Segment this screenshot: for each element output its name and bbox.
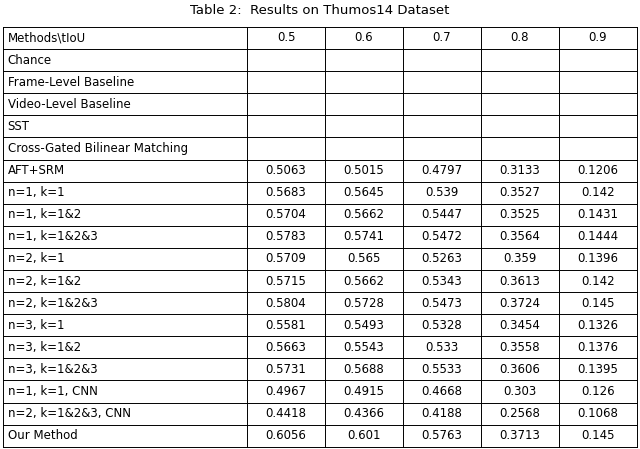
Text: 0.1431: 0.1431	[577, 208, 618, 221]
Text: 0.3564: 0.3564	[499, 230, 540, 243]
Text: 0.359: 0.359	[503, 252, 536, 265]
Text: 0.1376: 0.1376	[577, 341, 618, 354]
Text: 0.5783: 0.5783	[266, 230, 307, 243]
Text: Video-Level Baseline: Video-Level Baseline	[8, 98, 131, 111]
Text: 0.5015: 0.5015	[344, 164, 385, 177]
Text: 0.5472: 0.5472	[422, 230, 463, 243]
Text: n=1, k=1, CNN: n=1, k=1, CNN	[8, 385, 97, 398]
Text: 0.4418: 0.4418	[266, 407, 307, 420]
Text: 0.145: 0.145	[581, 297, 614, 310]
Text: 0.5533: 0.5533	[422, 363, 462, 376]
Text: 0.601: 0.601	[348, 429, 381, 442]
Text: 0.5688: 0.5688	[344, 363, 385, 376]
Text: n=1, k=1&2&3: n=1, k=1&2&3	[8, 230, 97, 243]
Text: 0.9: 0.9	[589, 31, 607, 44]
Text: n=2, k=1&2&3: n=2, k=1&2&3	[8, 297, 97, 310]
Text: 0.142: 0.142	[581, 274, 614, 287]
Text: Chance: Chance	[8, 53, 52, 66]
Text: Frame-Level Baseline: Frame-Level Baseline	[8, 76, 134, 89]
Text: 0.4366: 0.4366	[344, 407, 385, 420]
Text: 0.4188: 0.4188	[422, 407, 463, 420]
Text: 0.1206: 0.1206	[577, 164, 618, 177]
Text: 0.3454: 0.3454	[499, 319, 540, 332]
Text: 0.5662: 0.5662	[344, 274, 385, 287]
Text: 0.533: 0.533	[426, 341, 459, 354]
Text: 0.7: 0.7	[433, 31, 451, 44]
Text: 0.1068: 0.1068	[577, 407, 618, 420]
Text: 0.4668: 0.4668	[422, 385, 463, 398]
Text: 0.4915: 0.4915	[344, 385, 385, 398]
Text: 0.3724: 0.3724	[499, 297, 540, 310]
Text: 0.3606: 0.3606	[499, 363, 540, 376]
Text: 0.5763: 0.5763	[422, 429, 463, 442]
Text: 0.5063: 0.5063	[266, 164, 307, 177]
Text: 0.126: 0.126	[581, 385, 614, 398]
Text: n=3, k=1&2&3: n=3, k=1&2&3	[8, 363, 97, 376]
Text: n=3, k=1&2: n=3, k=1&2	[8, 341, 81, 354]
Text: 0.1444: 0.1444	[577, 230, 618, 243]
Text: 0.5741: 0.5741	[344, 230, 385, 243]
Text: n=2, k=1&2: n=2, k=1&2	[8, 274, 81, 287]
Text: 0.3525: 0.3525	[500, 208, 540, 221]
Text: 0.1395: 0.1395	[577, 363, 618, 376]
Text: 0.303: 0.303	[503, 385, 536, 398]
Text: 0.5447: 0.5447	[422, 208, 463, 221]
Text: Cross-Gated Bilinear Matching: Cross-Gated Bilinear Matching	[8, 142, 188, 155]
Text: 0.1396: 0.1396	[577, 252, 618, 265]
Text: 0.5645: 0.5645	[344, 186, 385, 199]
Text: 0.1326: 0.1326	[577, 319, 618, 332]
Text: SST: SST	[8, 120, 29, 133]
Text: 0.3713: 0.3713	[499, 429, 540, 442]
Text: 0.6056: 0.6056	[266, 429, 307, 442]
Text: n=2, k=1&2&3, CNN: n=2, k=1&2&3, CNN	[8, 407, 131, 420]
Text: 0.5683: 0.5683	[266, 186, 307, 199]
Text: 0.5343: 0.5343	[422, 274, 462, 287]
Text: 0.5728: 0.5728	[344, 297, 385, 310]
Text: 0.5328: 0.5328	[422, 319, 462, 332]
Text: 0.3133: 0.3133	[500, 164, 540, 177]
Text: 0.5473: 0.5473	[422, 297, 463, 310]
Text: 0.565: 0.565	[348, 252, 381, 265]
Text: 0.142: 0.142	[581, 186, 614, 199]
Text: n=2, k=1: n=2, k=1	[8, 252, 64, 265]
Text: 0.2568: 0.2568	[499, 407, 540, 420]
Text: 0.5663: 0.5663	[266, 341, 307, 354]
Text: 0.5581: 0.5581	[266, 319, 307, 332]
Text: 0.6: 0.6	[355, 31, 373, 44]
Text: 0.4797: 0.4797	[421, 164, 463, 177]
Text: 0.4967: 0.4967	[266, 385, 307, 398]
Text: 0.5731: 0.5731	[266, 363, 307, 376]
Text: Our Method: Our Method	[8, 429, 77, 442]
Text: 0.5662: 0.5662	[344, 208, 385, 221]
Text: 0.5709: 0.5709	[266, 252, 307, 265]
Text: 0.5704: 0.5704	[266, 208, 307, 221]
Text: 0.5715: 0.5715	[266, 274, 307, 287]
Text: 0.539: 0.539	[426, 186, 459, 199]
Text: n=1, k=1&2: n=1, k=1&2	[8, 208, 81, 221]
Text: 0.5543: 0.5543	[344, 341, 385, 354]
Text: 0.145: 0.145	[581, 429, 614, 442]
Text: 0.3558: 0.3558	[500, 341, 540, 354]
Text: Table 2:  Results on Thumos14 Dataset: Table 2: Results on Thumos14 Dataset	[190, 4, 450, 18]
Text: 0.5263: 0.5263	[422, 252, 463, 265]
Text: 0.3527: 0.3527	[499, 186, 540, 199]
Text: AFT+SRM: AFT+SRM	[8, 164, 65, 177]
Text: 0.8: 0.8	[511, 31, 529, 44]
Text: 0.3613: 0.3613	[499, 274, 540, 287]
Text: n=1, k=1: n=1, k=1	[8, 186, 64, 199]
Text: n=3, k=1: n=3, k=1	[8, 319, 64, 332]
Text: 0.5493: 0.5493	[344, 319, 385, 332]
Text: Methods\tIoU: Methods\tIoU	[8, 31, 86, 44]
Text: 0.5804: 0.5804	[266, 297, 307, 310]
Text: 0.5: 0.5	[277, 31, 295, 44]
